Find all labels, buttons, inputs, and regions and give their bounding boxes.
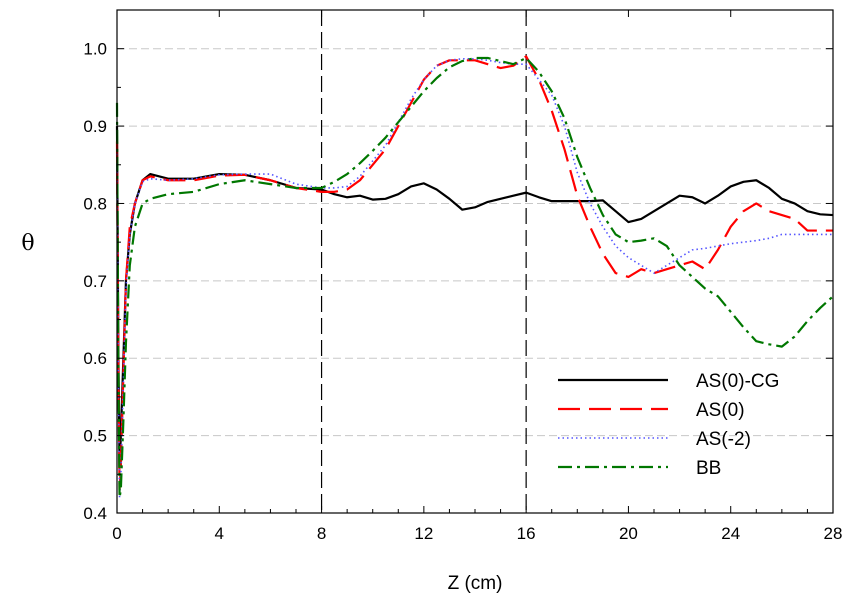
y-tick-label-4: 0.8 xyxy=(83,194,107,213)
x-tick-label-7: 28 xyxy=(824,524,843,543)
x-tick-label-6: 24 xyxy=(721,524,740,543)
y-axis-label: θ xyxy=(21,231,34,256)
series-line-2 xyxy=(116,57,833,499)
x-tick-label-0: 0 xyxy=(112,524,121,543)
legend-label-1: AS(0) xyxy=(696,400,745,421)
y-tick-label-3: 0.7 xyxy=(83,272,107,291)
y-tick-label-2: 0.6 xyxy=(83,349,107,368)
x-tick-label-3: 12 xyxy=(414,524,433,543)
legend: AS(0)-CG AS(0) AS(-2) BB xyxy=(558,371,779,479)
vertical-markers xyxy=(320,10,527,513)
series-line-3 xyxy=(115,56,834,499)
x-tick-label-4: 16 xyxy=(517,524,536,543)
legend-label-3: BB xyxy=(696,458,721,479)
y-tick-label-1: 0.5 xyxy=(83,427,107,446)
axis-ticks: 0 4 8 12 16 20 24 28 0.4 0.5 0.6 0.7 0.8 0.9 1.0 xyxy=(83,10,842,543)
y-tick-label-6: 1.0 xyxy=(83,40,107,59)
legend-label-0: AS(0)-CG xyxy=(696,371,779,392)
x-axis-label: Z (cm) xyxy=(448,573,503,594)
series-line-0 xyxy=(115,126,834,468)
series-line-1 xyxy=(115,55,833,491)
y-tick-label-0: 0.4 xyxy=(83,504,107,523)
x-tick-label-2: 8 xyxy=(317,524,326,543)
x-tick-label-1: 4 xyxy=(215,524,224,543)
x-tick-label-5: 20 xyxy=(619,524,638,543)
legend-label-2: AS(-2) xyxy=(696,429,751,450)
y-tick-label-5: 0.9 xyxy=(83,117,107,136)
series-lines xyxy=(115,55,834,499)
